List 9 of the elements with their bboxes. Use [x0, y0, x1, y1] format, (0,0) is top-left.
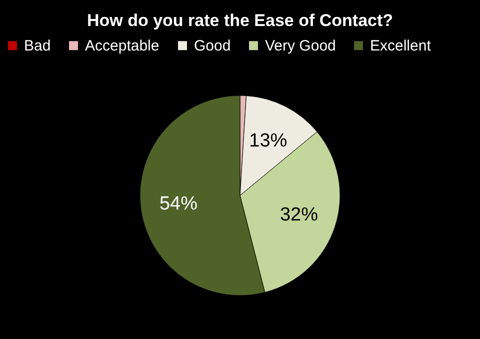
- legend-label: Acceptable: [85, 38, 160, 55]
- chart-title: How do you rate the Ease of Contact?: [86, 11, 394, 30]
- data-label: 32%: [280, 204, 318, 226]
- legend-label: Bad: [24, 38, 51, 55]
- legend-label: Excellent: [370, 38, 432, 55]
- legend-label: Good: [194, 38, 231, 55]
- data-label: 54%: [159, 193, 198, 214]
- data-label: 13%: [249, 130, 288, 152]
- legend-label: Very Good: [265, 38, 336, 55]
